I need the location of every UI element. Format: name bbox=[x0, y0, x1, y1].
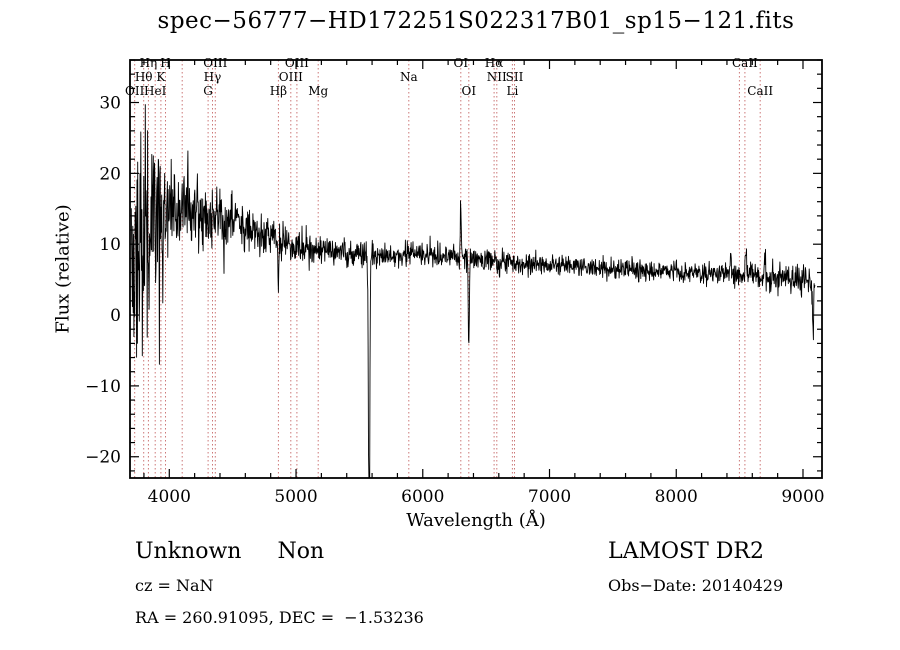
x-tick-label: 5000 bbox=[274, 487, 317, 507]
spectral-line-label: OIII bbox=[203, 56, 227, 70]
spectral-line-label: OIII bbox=[279, 70, 303, 84]
classification-text: Unknown Non bbox=[135, 539, 324, 564]
spectral-line-label: SII bbox=[506, 70, 524, 84]
spectral-line-label: Hη bbox=[140, 56, 158, 70]
spectral-line-label: H bbox=[160, 56, 170, 70]
spectral-line-label: Hγ bbox=[204, 70, 222, 84]
spectral-line-label: HeI bbox=[144, 84, 167, 98]
x-tick-label: 7000 bbox=[528, 487, 571, 507]
subclass-label: Non bbox=[277, 539, 325, 564]
y-tick-label: −10 bbox=[85, 377, 121, 397]
spectral-line-label: OIII bbox=[285, 56, 309, 70]
x-tick-label: 4000 bbox=[148, 487, 191, 507]
spectral-line-label: G bbox=[203, 84, 213, 98]
y-tick-label: 0 bbox=[110, 306, 121, 326]
spectral-line-label: Hβ bbox=[270, 84, 287, 98]
class-label: Unknown bbox=[135, 539, 242, 564]
obs-date: Obs−Date: 20140429 bbox=[608, 576, 784, 595]
spectral-line-label: OII bbox=[125, 84, 145, 98]
spectral-line-label: Li bbox=[506, 84, 518, 98]
y-tick-label: 20 bbox=[99, 164, 121, 184]
spectral-line-label: CaII bbox=[732, 56, 758, 70]
cz-value: cz = NaN bbox=[135, 576, 214, 595]
x-tick-label: 9000 bbox=[781, 487, 824, 507]
spectral-line-label: OI bbox=[462, 84, 477, 98]
plot-frame bbox=[129, 59, 823, 479]
spectrum-trace bbox=[130, 104, 816, 479]
x-tick-label: 8000 bbox=[655, 487, 698, 507]
spectral-line-label: Hα bbox=[485, 56, 504, 70]
spectral-line-label: NII bbox=[487, 70, 507, 84]
x-tick-label: 6000 bbox=[401, 487, 444, 507]
spectral-line-label: Na bbox=[400, 70, 418, 84]
spectral-line-label: Mg bbox=[308, 84, 328, 98]
ra-dec-value: RA = 260.91095, DEC = −1.53236 bbox=[135, 608, 424, 627]
figure-title: spec−56777−HD172251S022317B01_sp15−121.f… bbox=[157, 8, 795, 34]
y-tick-label: 10 bbox=[99, 235, 121, 255]
y-tick-label: 30 bbox=[99, 94, 121, 114]
x-axis-title: Wavelength (Å) bbox=[406, 510, 546, 531]
spectral-line-label: OI bbox=[454, 56, 469, 70]
y-tick-label: −20 bbox=[85, 448, 121, 468]
spectral-line-label: K bbox=[156, 70, 166, 84]
spectral-line-label: CaII bbox=[747, 84, 773, 98]
spectral-line-label: Hθ bbox=[135, 70, 153, 84]
survey-release-label: LAMOST DR2 bbox=[608, 539, 764, 564]
